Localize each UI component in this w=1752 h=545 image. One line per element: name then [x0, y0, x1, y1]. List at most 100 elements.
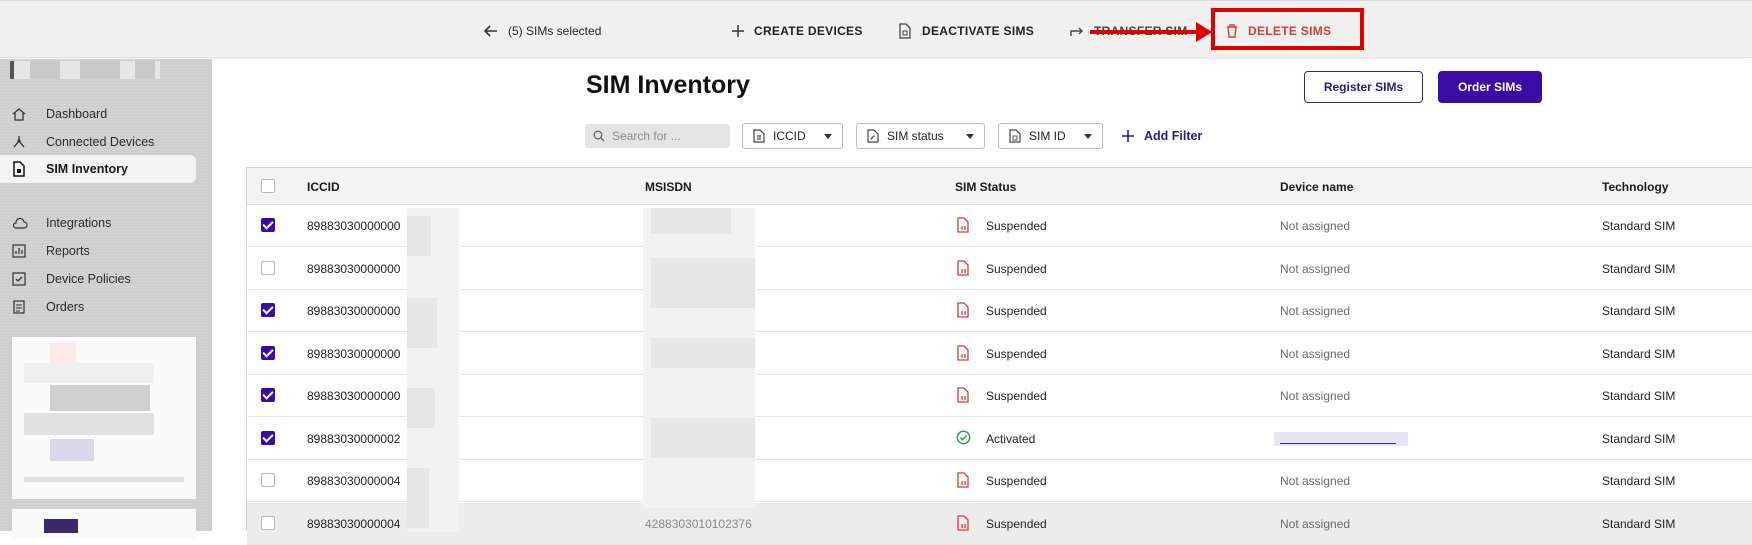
create-devices-label: CREATE DEVICES: [754, 24, 863, 38]
plus-icon: [1122, 130, 1134, 142]
column-header-msisdn[interactable]: MSISDN: [645, 180, 692, 194]
technology-cell: Standard SIM: [1602, 219, 1676, 233]
device-name-cell: Not assigned: [1280, 346, 1351, 361]
table-row[interactable]: 89883030000000 Suspended Not assigned Stand…: [247, 248, 1752, 290]
sim-signal-icon: [867, 129, 879, 143]
sidebar-item-label: Connected Devices: [46, 135, 155, 149]
iccid-cell: 89883030000000: [307, 389, 401, 403]
highlight-arrow-shaft: [1090, 30, 1202, 34]
device-name-cell: Not assigned: [1280, 219, 1351, 233]
column-header-device-name[interactable]: Device name: [1280, 180, 1354, 194]
add-filter-button[interactable]: Add Filter: [1122, 126, 1202, 146]
register-sims-button[interactable]: Register SIMs: [1304, 71, 1423, 103]
bulk-action-bar: (5) SIMs selected CREATE DEVICES DEACTIV…: [0, 0, 1752, 58]
search-icon: [593, 130, 605, 142]
table-row[interactable]: 89883030000004 4288303010102376 Suspended N…: [247, 502, 1752, 545]
cloud-icon: [12, 217, 28, 229]
redacted-widget: [12, 337, 196, 499]
sim-status-cell: Activated: [986, 431, 1036, 446]
redacted-msisdn-column: [643, 208, 755, 508]
deactivate-sims-button[interactable]: DEACTIVATE SIMS: [898, 19, 1034, 43]
iccid-cell: 89883030000000: [307, 261, 401, 276]
network-icon: [13, 136, 25, 148]
selected-count-label: (5) SIMs selected: [508, 24, 602, 38]
row-checkbox[interactable]: [261, 345, 275, 360]
technology-cell: Standard SIM: [1602, 304, 1676, 318]
sidebar-item-label: SIM Inventory: [46, 162, 128, 176]
document-icon: [13, 300, 25, 314]
sidebar-item-sim-inventory[interactable]: SIM Inventory: [0, 155, 196, 183]
iccid-cell: 89883030000004: [307, 516, 401, 531]
row-checkbox[interactable]: [261, 303, 275, 317]
sim-status-cell: Suspended: [986, 261, 1047, 276]
device-name-cell: Not assigned: [1280, 389, 1351, 403]
technology-cell: Standard SIM: [1602, 389, 1676, 403]
table-row[interactable]: 89883030000000 Suspended Not assigned Stand…: [247, 290, 1752, 332]
row-checkbox[interactable]: [261, 260, 275, 275]
row-checkbox[interactable]: [261, 515, 275, 530]
sim-suspended-icon: [957, 302, 969, 318]
sim-suspended-icon: [957, 344, 969, 361]
filter-label: ICCID: [773, 129, 806, 143]
sim-pause-icon: [899, 23, 911, 39]
order-sims-button[interactable]: Order SIMs: [1438, 71, 1542, 103]
row-checkbox[interactable]: [261, 218, 275, 232]
page-title: SIM Inventory: [586, 71, 750, 99]
highlight-arrow-head: [1196, 22, 1212, 42]
table-row[interactable]: 89883030000002 Activated Standard SIM: [247, 418, 1752, 460]
table-row[interactable]: 89883030000004 Suspended Not assigned Stand…: [247, 460, 1752, 502]
row-checkbox[interactable]: [261, 388, 275, 402]
sidebar-item-label: Device Policies: [46, 272, 131, 286]
select-all-checkbox[interactable]: [261, 179, 275, 193]
delete-sims-label: DELETE SIMS: [1248, 24, 1332, 38]
sim-card-icon: [1009, 129, 1021, 143]
sim-suspended-icon: [957, 217, 969, 233]
device-name-link[interactable]: [1274, 431, 1408, 446]
sim-status-cell: Suspended: [986, 304, 1047, 318]
row-checkbox[interactable]: [261, 473, 275, 487]
filter-label: SIM ID: [1029, 129, 1066, 143]
sidebar-item-reports[interactable]: Reports: [0, 237, 196, 265]
sim-status-cell: Suspended: [986, 389, 1047, 403]
add-filter-label: Add Filter: [1144, 129, 1203, 143]
device-name-cell: Not assigned: [1280, 261, 1351, 276]
back-button[interactable]: (5) SIMs selected: [484, 19, 601, 43]
deactivate-sims-label: DEACTIVATE SIMS: [922, 24, 1035, 38]
table-row[interactable]: 89883030000000 Suspended Not assigned Stand…: [247, 375, 1752, 417]
redacted-iccid-column: [407, 208, 459, 532]
chevron-down-icon: [966, 134, 974, 139]
delete-highlight-box: [1211, 8, 1364, 50]
column-header-technology[interactable]: Technology: [1602, 180, 1669, 194]
filter-sim-id[interactable]: SIM ID: [998, 123, 1103, 149]
sim-status-cell: Suspended: [986, 474, 1047, 488]
sidebar-item-device-policies[interactable]: Device Policies: [0, 265, 196, 293]
sidebar-item-integrations[interactable]: Integrations: [0, 209, 196, 237]
technology-cell: Standard SIM: [1602, 346, 1676, 361]
filter-sim-status[interactable]: SIM status: [856, 123, 985, 149]
arrow-left-icon: [484, 25, 497, 37]
iccid-cell: 89883030000000: [307, 304, 401, 318]
search-box[interactable]: [585, 124, 730, 148]
row-checkbox[interactable]: [261, 430, 275, 445]
chevron-down-icon: [1084, 134, 1092, 139]
sidebar: Dashboard Connected Devices SIM Inventor…: [0, 59, 212, 539]
sidebar-item-connected-devices[interactable]: Connected Devices: [0, 128, 196, 156]
create-devices-button[interactable]: CREATE DEVICES: [732, 19, 863, 43]
search-input[interactable]: [612, 129, 722, 143]
column-header-iccid[interactable]: ICCID: [307, 180, 340, 194]
technology-cell: Standard SIM: [1602, 474, 1676, 488]
filter-iccid[interactable]: ICCID: [742, 123, 843, 149]
column-header-sim-status[interactable]: SIM Status: [955, 180, 1017, 194]
technology-cell: Standard SIM: [1602, 261, 1676, 276]
device-name-cell: Not assigned: [1280, 474, 1351, 488]
sidebar-item-dashboard[interactable]: Dashboard: [0, 100, 196, 128]
delete-sims-button[interactable]: DELETE SIMS: [1226, 19, 1331, 43]
sim-suspended-icon: [957, 259, 969, 276]
bar-chart-icon: [12, 244, 26, 258]
sidebar-item-label: Dashboard: [46, 107, 108, 121]
table-row[interactable]: 89883030000000 Suspended Not assigned Stand…: [247, 333, 1752, 375]
sidebar-item-orders[interactable]: Orders: [0, 293, 196, 321]
msisdn-cell: 4288303010102376: [645, 516, 752, 531]
sim-hash-icon: [753, 129, 765, 143]
table-row[interactable]: 89883030000000 Suspended Not assigned Stand…: [247, 205, 1752, 247]
